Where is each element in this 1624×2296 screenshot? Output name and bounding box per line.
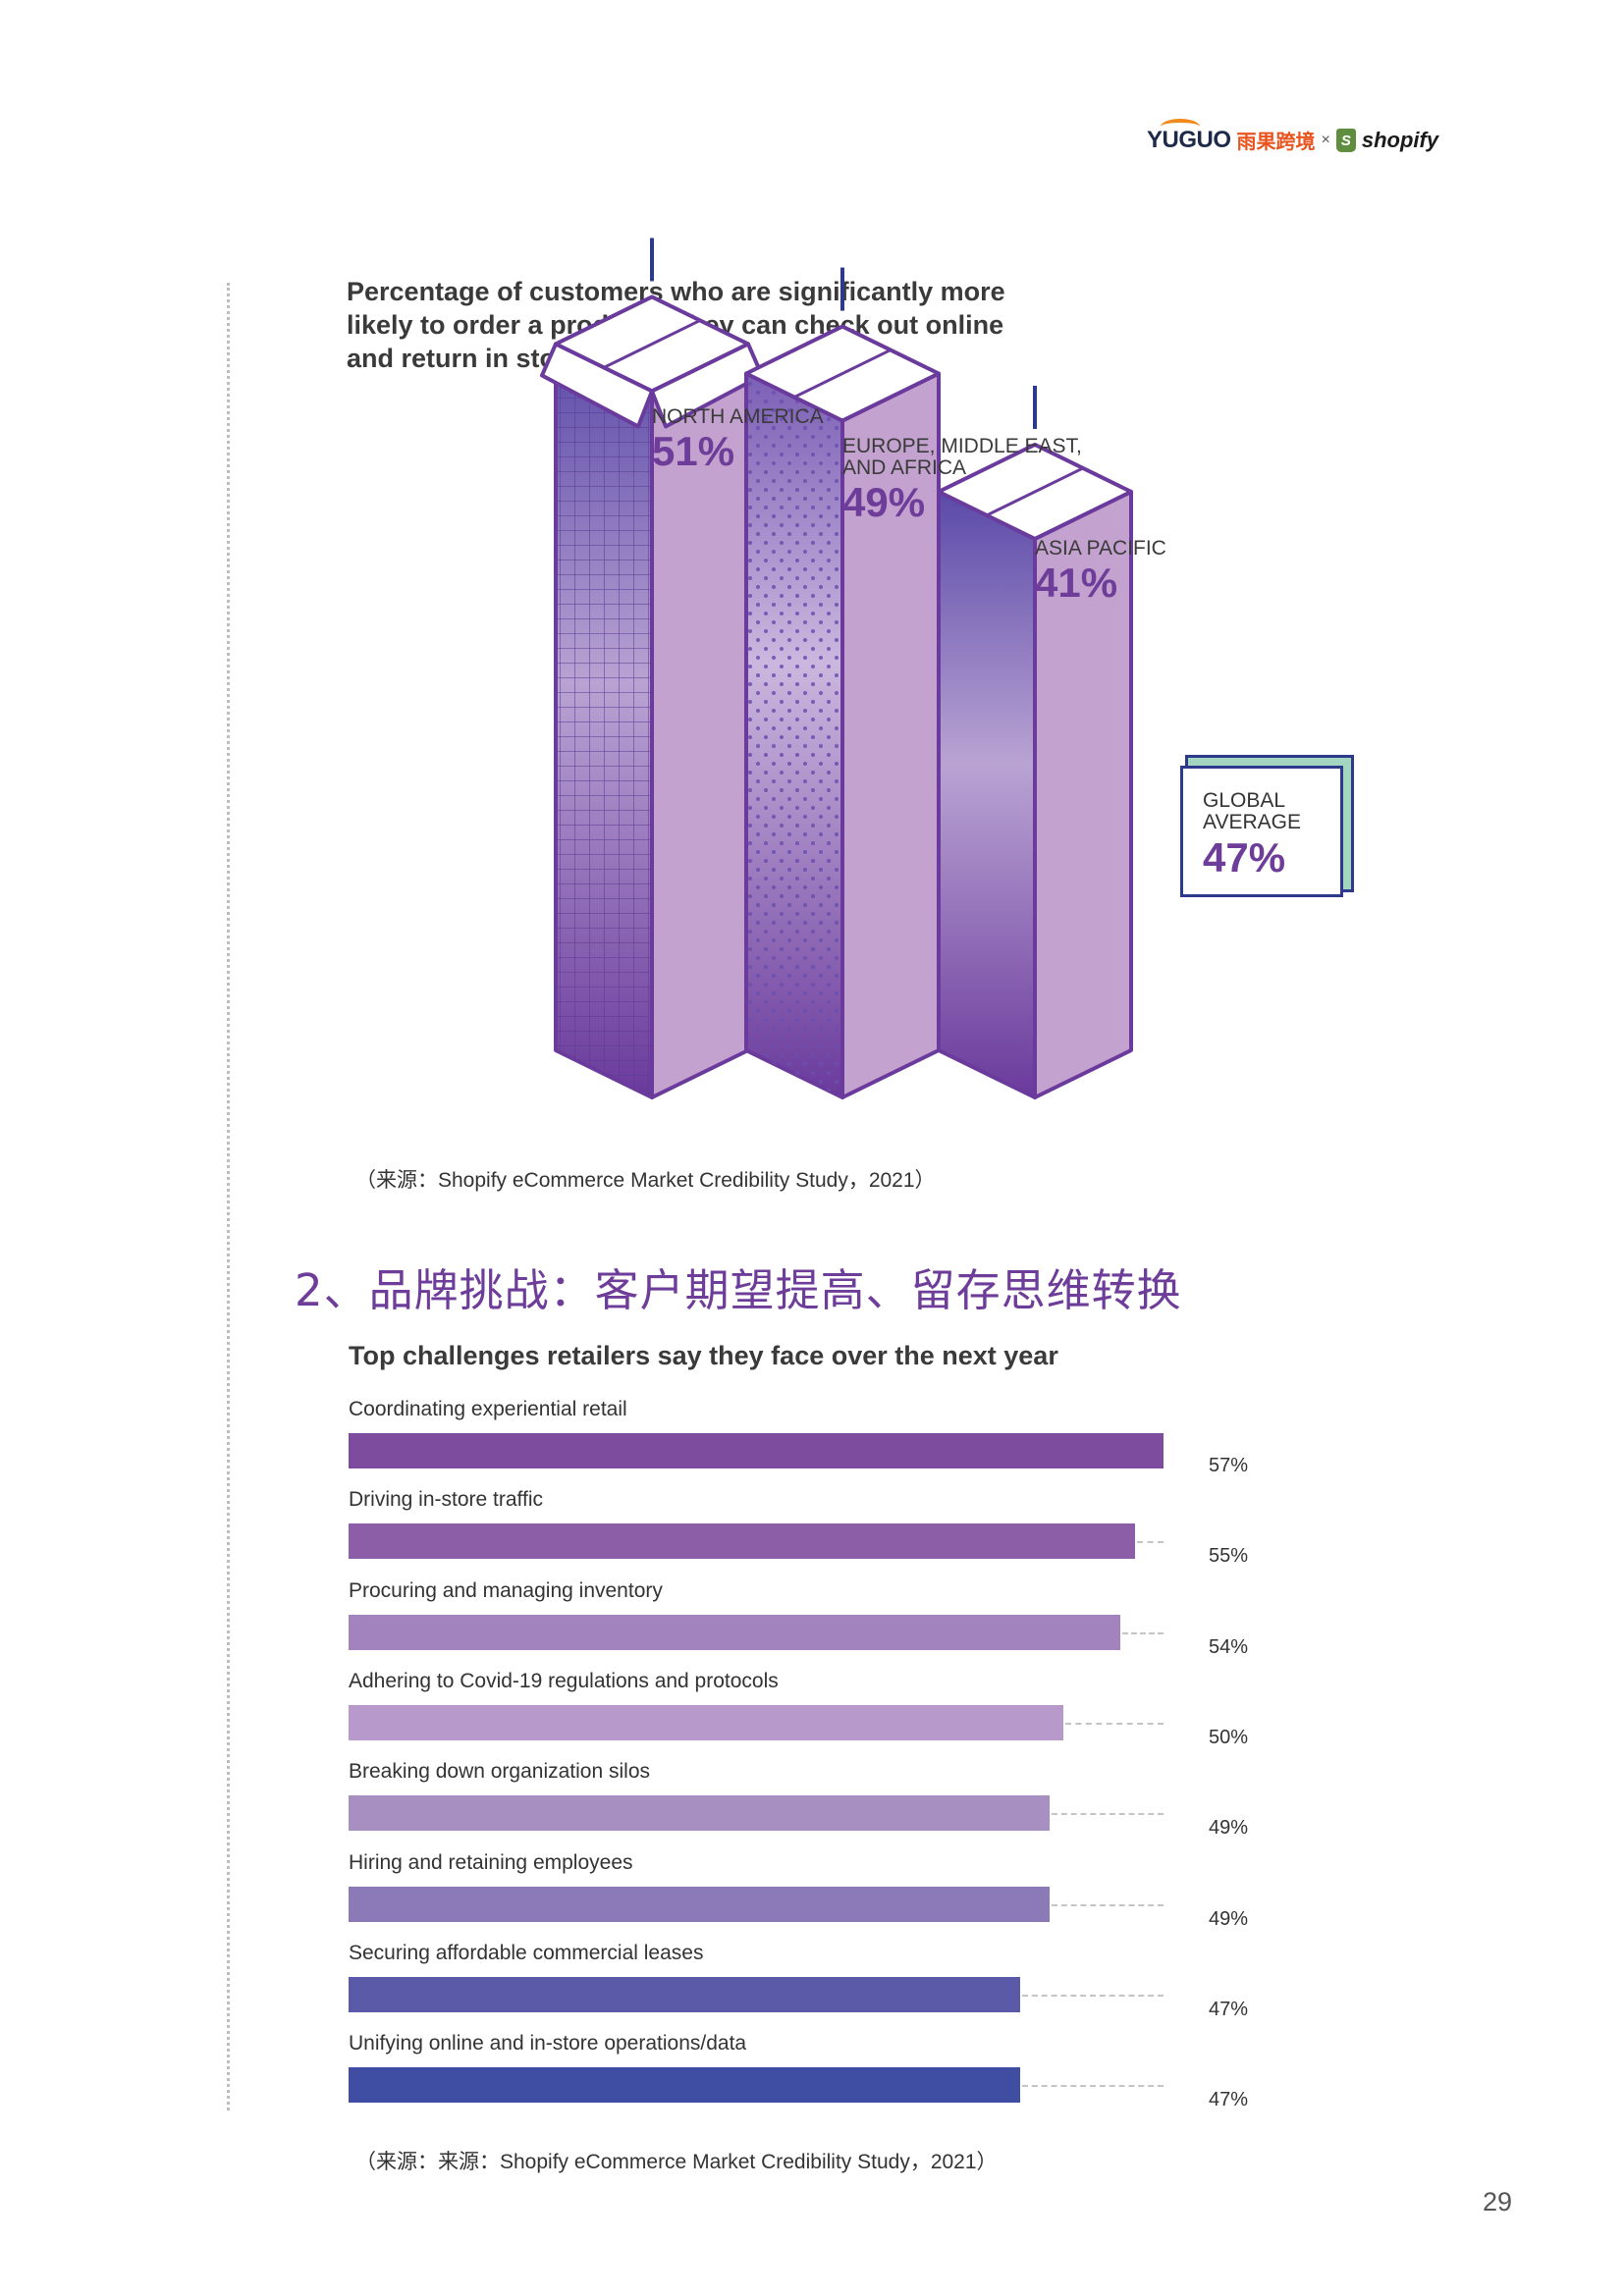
bar-label: Adhering to Covid-19 regulations and pro… [349, 1669, 779, 1692]
bar-fill [349, 1433, 1164, 1468]
bar-dashed-remainder [1022, 2085, 1164, 2088]
yuguo-cn-text: 雨果跨境 [1236, 132, 1316, 153]
bar-label: Hiring and retaining employees [349, 1850, 633, 1874]
bar-track [349, 1795, 1164, 1832]
global-average-box: GLOBAL AVERAGE 47% [1180, 766, 1343, 897]
bar-fill [349, 1704, 1064, 1740]
yuguo-arc-icon [1161, 118, 1200, 134]
challenge-bar-row: Coordinating experiential retail 57% [349, 1398, 1272, 1488]
bar-fill [349, 1614, 1121, 1650]
bar-top-seam [603, 319, 701, 369]
bar-label: Driving in-store traffic [349, 1488, 544, 1512]
region-value: 49% [842, 479, 926, 525]
region-value: 41% [1035, 560, 1118, 606]
page-number: 29 [1483, 2187, 1513, 2216]
isometric-bar-chart [540, 238, 1133, 1099]
bar-value: 50% [1209, 1726, 1249, 1748]
bar-top-seam [986, 466, 1084, 517]
bar-value: 49% [1209, 1907, 1249, 1930]
challenge-bar-row: Hiring and retaining employees 49% [349, 1851, 1272, 1942]
bar-track [349, 1433, 1164, 1468]
region-name: EUROPE, MIDDLE EAST, AND AFRICA [842, 435, 1082, 479]
bar-fill [349, 1795, 1050, 1832]
bar-track [349, 1523, 1164, 1560]
region-value: 51% [652, 428, 735, 474]
bar-track [349, 2067, 1164, 2104]
challenge-bar-row: Breaking down organization silos 49% [349, 1760, 1272, 1850]
bar-label: Procuring and managing inventory [349, 1578, 663, 1602]
bar-dashed-remainder [1051, 1903, 1164, 1906]
bar-dashed-remainder [1122, 1631, 1164, 1634]
region-emea: EUROPE, MIDDLE EAST, AND AFRICA 49% [842, 436, 1117, 526]
header-logo: YUGUO 雨果跨境 × S shopify [1147, 118, 1439, 154]
challenge-bar-row: Driving in-store traffic 55% [349, 1488, 1272, 1578]
bar-value: 47% [1209, 2089, 1249, 2111]
bar-track [349, 1614, 1164, 1650]
margin-dotted-line [227, 283, 230, 2110]
bar-value: 57% [1209, 1455, 1249, 1476]
bar-label: Unifying online and in-store operations/… [349, 2032, 747, 2056]
chart2-title: Top challenges retailers say they face o… [349, 1341, 1058, 1370]
bar-track [349, 1704, 1164, 1740]
bar-fill [349, 1886, 1050, 1922]
region-north-america: NORTH AMERICA 51% [652, 406, 824, 475]
global-average-value: 47% [1203, 834, 1286, 881]
region-name: ASIA PACIFIC [1035, 537, 1166, 560]
bar-track [349, 1976, 1164, 2012]
bar-label: Breaking down organization silos [349, 1760, 651, 1784]
box-flap-left [540, 342, 654, 429]
bar-dashed-remainder [1051, 1813, 1164, 1816]
bar-fill [349, 2067, 1021, 2104]
bar-value: 55% [1209, 1545, 1249, 1568]
bar-pattern-overlay [746, 373, 842, 1097]
bar-fill [349, 1976, 1021, 2012]
challenge-bar-row: Procuring and managing inventory 54% [349, 1579, 1272, 1670]
bar-left-face [937, 489, 1037, 1099]
global-average-label: GLOBAL AVERAGE [1203, 789, 1301, 833]
section-heading: 2、品牌挑战：客户期望提高、留存思维转换 [295, 1264, 1182, 1316]
bar-dashed-remainder [1022, 1994, 1164, 1997]
shopify-logo-text: shopify [1361, 127, 1439, 152]
challenge-bar-row: Adhering to Covid-19 regulations and pro… [349, 1670, 1272, 1760]
times-separator: × [1321, 131, 1330, 148]
challenge-bar-row: Securing affordable commercial leases 47% [349, 1942, 1272, 2032]
region-asia-pacific: ASIA PACIFIC 41% [1035, 538, 1166, 607]
bar-label: Securing affordable commercial leases [349, 1941, 704, 1964]
bar-value: 49% [1209, 1817, 1249, 1840]
region-name: NORTH AMERICA [652, 405, 824, 428]
challenge-bar-row: Unifying online and in-store operations/… [349, 2032, 1272, 2122]
bar-pattern-overlay [556, 344, 652, 1097]
bar-value: 54% [1209, 1635, 1249, 1658]
bar-label: Coordinating experiential retail [349, 1398, 627, 1420]
yuguo-logo: YUGUO [1147, 118, 1231, 154]
bar-fill [349, 1523, 1135, 1560]
bar-top-seam [793, 348, 892, 399]
bar-value: 47% [1209, 1998, 1249, 2020]
shopify-bag-icon: S [1335, 128, 1356, 152]
chart2-source: （来源：来源：Shopify eCommerce Market Credibil… [355, 2151, 998, 2173]
bar-track [349, 1886, 1164, 1922]
chart1-source: （来源：Shopify eCommerce Market Credibility… [355, 1169, 936, 1192]
bar-dashed-remainder [1136, 1541, 1164, 1544]
bar-dashed-remainder [1065, 1722, 1164, 1725]
